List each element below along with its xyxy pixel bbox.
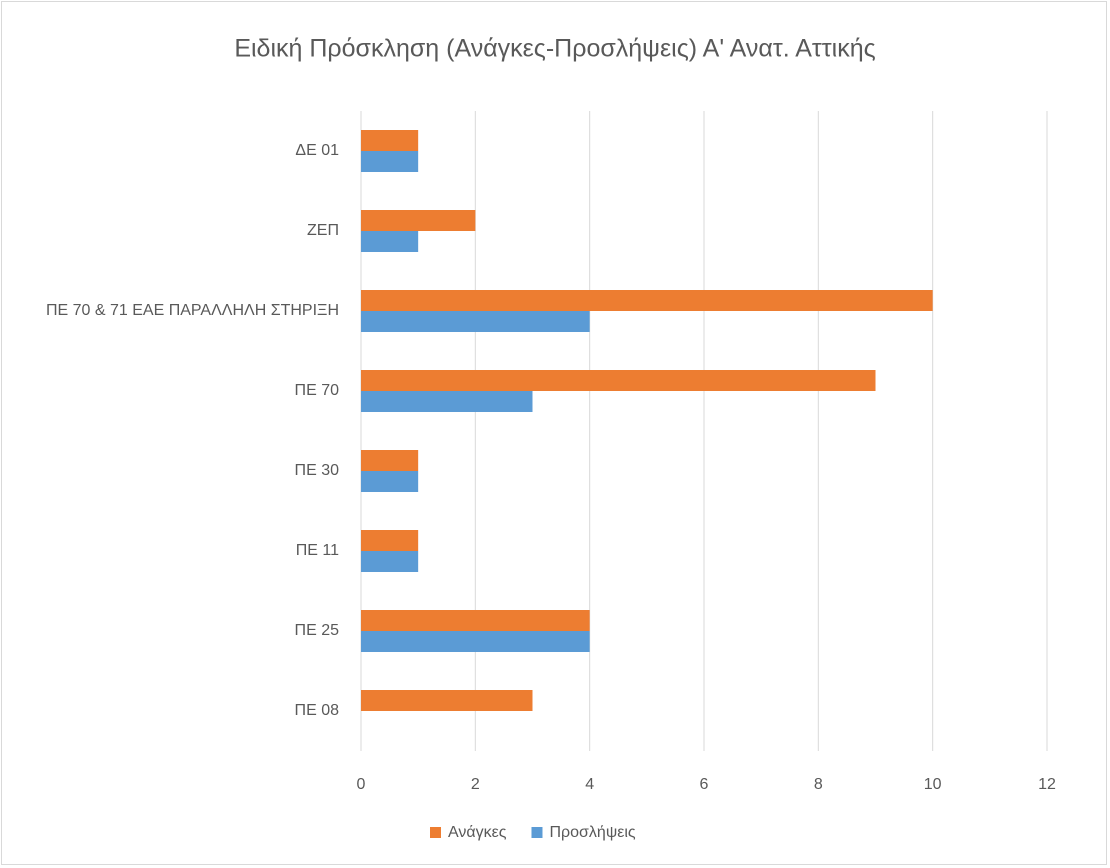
x-tick-label: 8 — [814, 776, 823, 793]
bar — [361, 530, 419, 551]
x-tick-label: 0 — [357, 776, 366, 793]
y-tick-label: ΠΕ 70 — [295, 382, 340, 399]
x-tick-label: 2 — [471, 776, 480, 793]
bar — [361, 450, 419, 471]
chart-title: Ειδική Πρόσκληση (Ανάγκες-Προσλήψεις) Α'… — [234, 35, 875, 63]
y-tick-label: ΠΕ 25 — [295, 622, 340, 639]
legend-label: Ανάγκες — [448, 824, 507, 841]
x-tick-label: 6 — [700, 776, 709, 793]
y-tick-label: ΠΕ 11 — [296, 542, 339, 559]
bar — [361, 231, 419, 252]
x-tick-label: 12 — [1038, 776, 1056, 793]
y-tick-label: ΖΕΠ — [307, 222, 339, 239]
x-tick-label: 4 — [585, 776, 594, 793]
bar — [361, 610, 590, 631]
x-tick-label: 10 — [924, 776, 942, 793]
bar — [361, 471, 419, 492]
bar — [361, 151, 419, 172]
y-tick-label: ΠΕ 70 & 71 ΕΑΕ ΠΑΡΑΛΛΗΛΗ ΣΤΗΡΙΞΗ — [46, 302, 339, 319]
bar — [361, 551, 419, 572]
bar — [361, 290, 933, 311]
y-tick-label: ΠΕ 08 — [295, 702, 340, 719]
bar — [361, 210, 476, 231]
bar — [361, 690, 533, 711]
bar — [361, 370, 876, 391]
legend-swatch — [531, 827, 543, 838]
bar — [361, 631, 590, 652]
bar — [361, 311, 590, 332]
bar — [361, 130, 419, 151]
legend-swatch — [430, 827, 441, 838]
bar — [361, 391, 533, 412]
y-tick-label: ΠΕ 30 — [295, 462, 340, 479]
legend-label: Προσλήψεις — [549, 824, 635, 841]
y-tick-label: ΔΕ 01 — [295, 142, 339, 159]
